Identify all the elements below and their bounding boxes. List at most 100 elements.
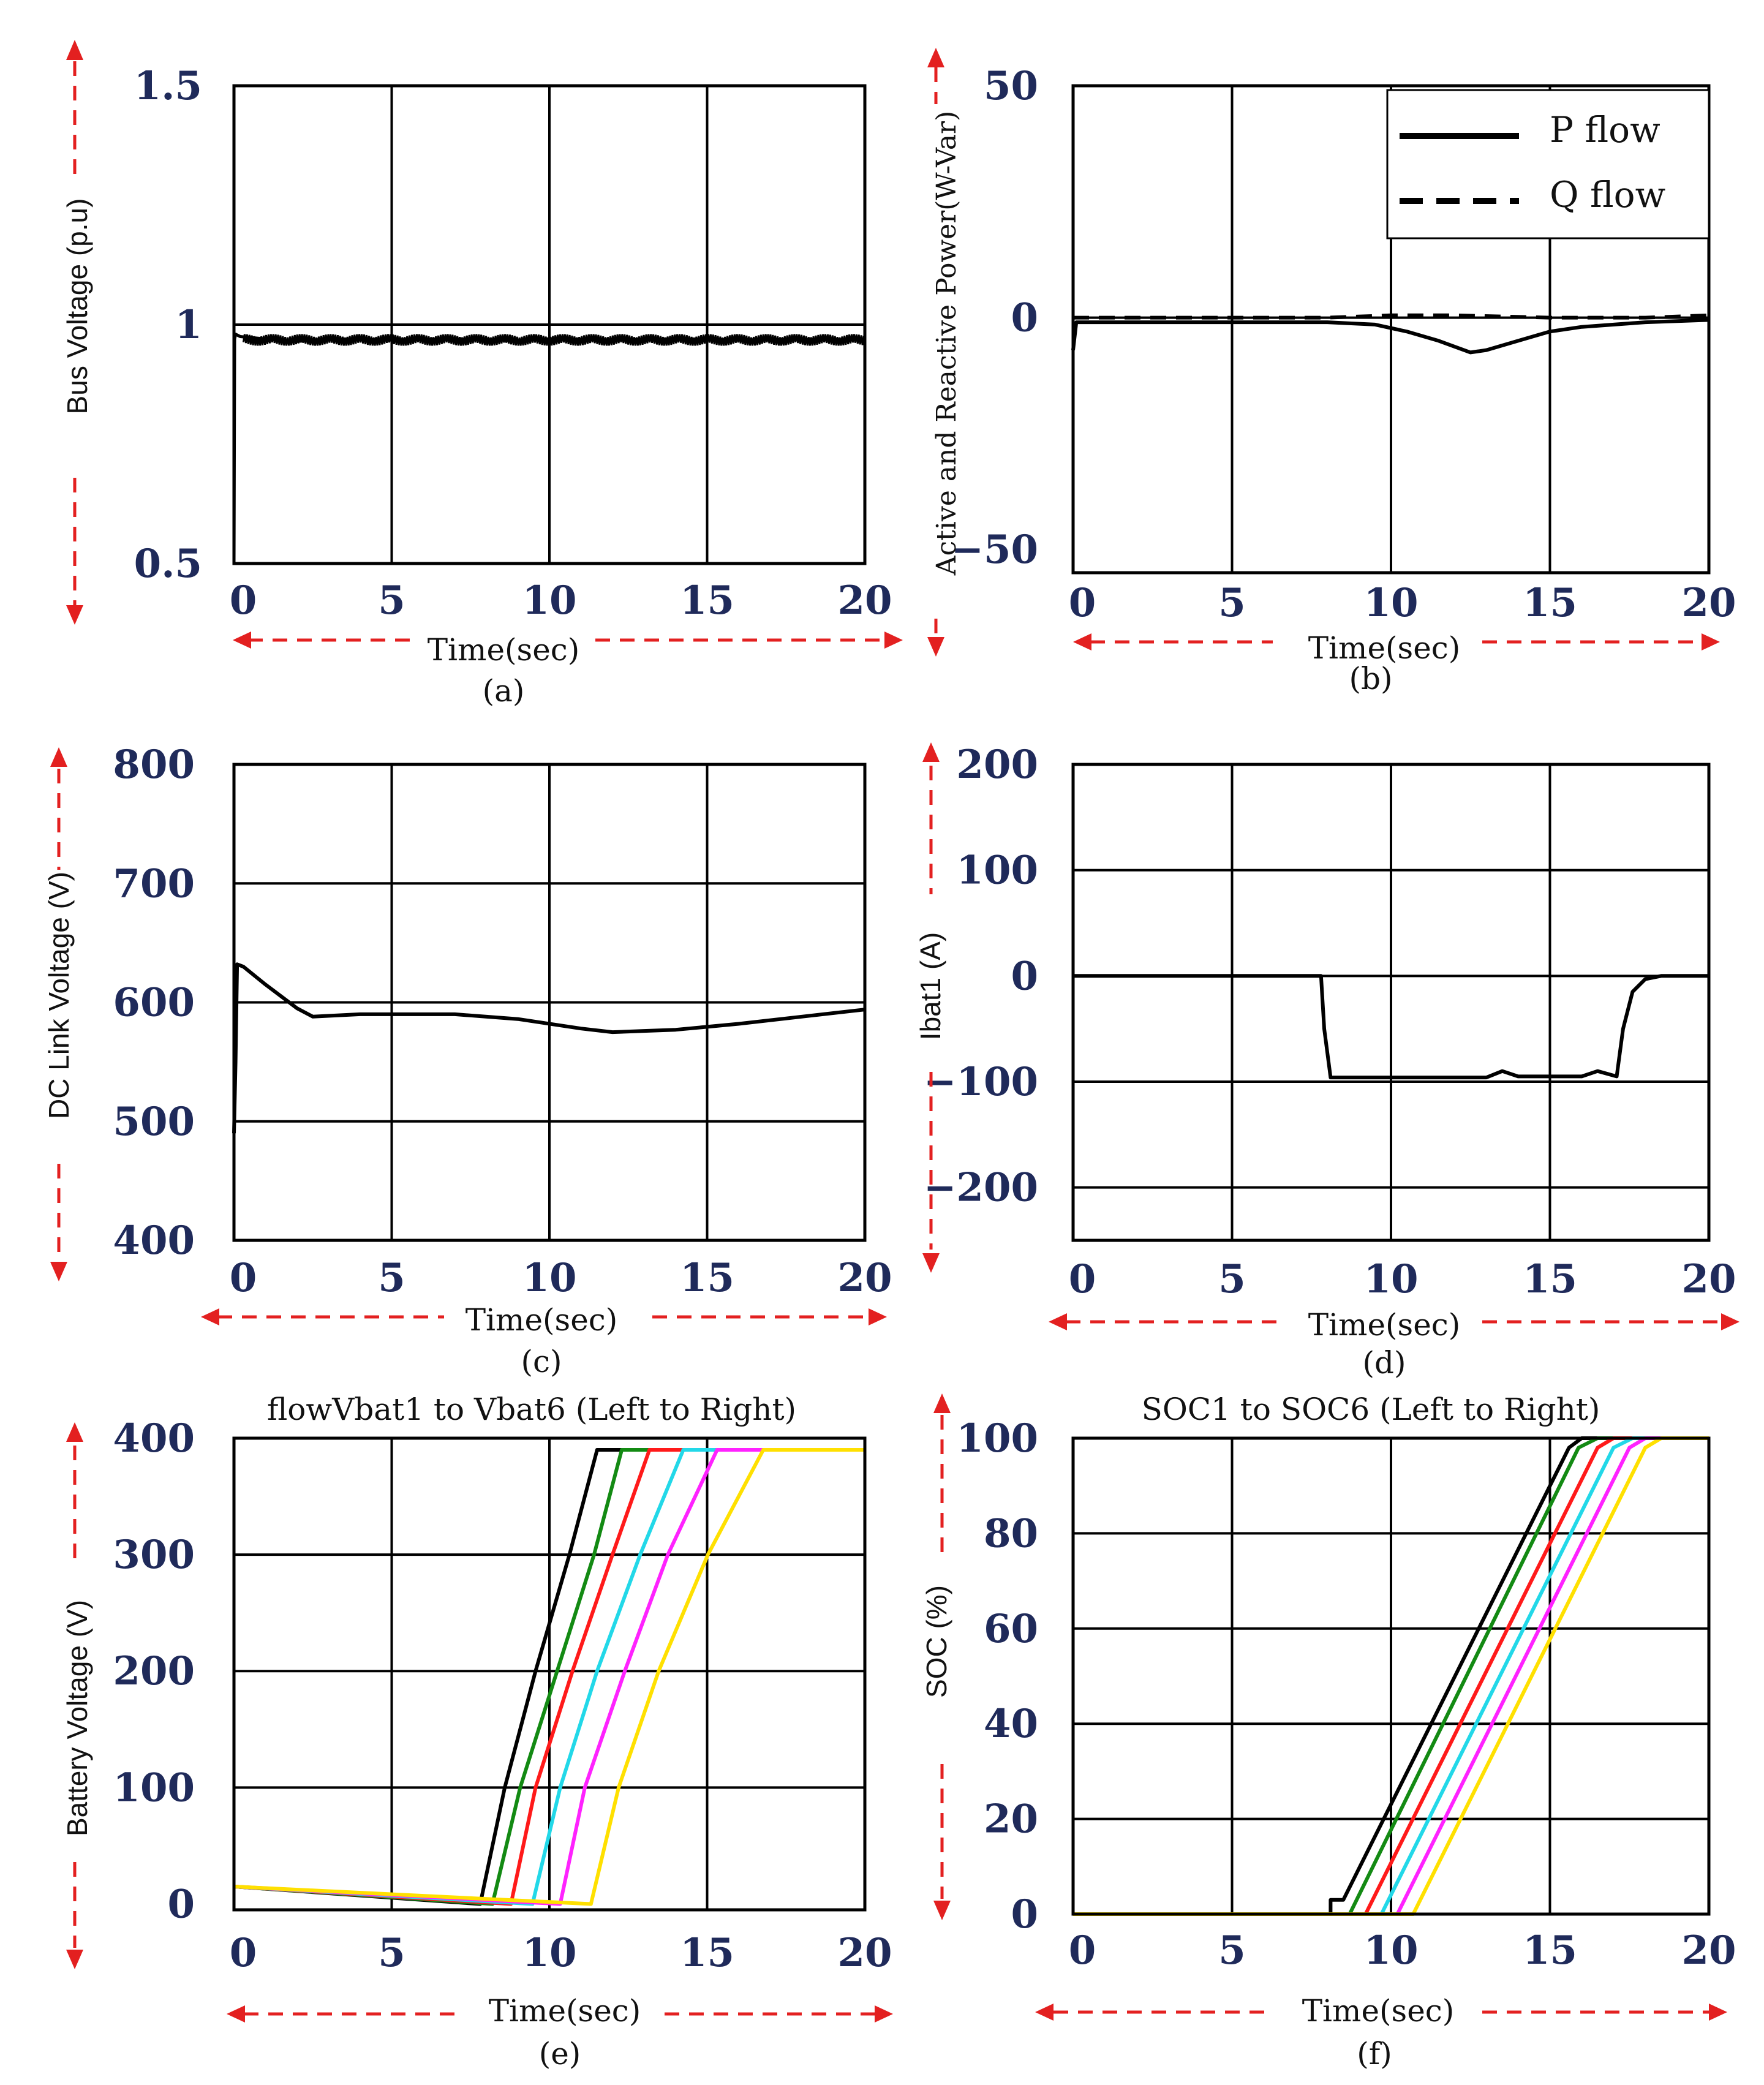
legend-q-flow-label: Q flow [1550,174,1665,216]
panel-f-ylabel: SOC (%) [921,1585,952,1698]
panel-b-caption: (b) [1349,661,1392,696]
panel-a-xtick-1: 5 [378,578,405,624]
panel-e-plot: 0 100 200 300 400 0 5 10 15 20 [113,1416,892,1976]
panel-a-frame [232,84,867,565]
panel-b-plot: −50 0 50 0 5 10 15 20 [951,63,1736,626]
panel-c-xtick-0: 0 [230,1255,257,1301]
panel-a-ytick-0: 0.5 [134,541,202,587]
panel-b-xtick-3: 15 [1523,580,1577,626]
panel-f-xtick-1: 5 [1218,1928,1246,1974]
panel-b-legend: P flow Q flow [1386,89,1710,239]
panel-f-ytick-2: 40 [984,1701,1038,1747]
panel-d-xlabel: Time(sec) [1308,1307,1461,1343]
panel-e-series-vbat6 [233,1448,865,1906]
panel-c-ytick-3: 700 [113,861,195,907]
panel-d-xtick-0: 0 [1069,1256,1096,1302]
panel-c-ytick-2: 600 [113,980,195,1026]
panel-f-ytick-4: 80 [984,1510,1038,1556]
panel-a-xtick-3: 15 [680,578,734,624]
panel-a-ytick-1: 1 [175,302,202,348]
panel-a-caption: (a) [483,673,525,709]
panel-e-xtick-2: 10 [522,1930,576,1976]
panel-b-ytick-1: 0 [1011,295,1038,341]
panel-b-x-arrow [1073,633,1720,650]
panel-b-series-p-flow [1071,318,1709,355]
panel-d-xtick-3: 15 [1523,1256,1577,1302]
panel-c-x-arrow [201,1308,887,1325]
panel-c-plot: 400 500 600 700 800 0 5 10 15 20 [113,742,892,1301]
panel-c-ytick-4: 800 [113,742,195,788]
panel-e-xlabel: Time(sec) [489,1993,641,2029]
panel-e-ylabel: Battery Voltage (V) [61,1600,93,1836]
panel-d-frame [1071,763,1711,1242]
panel-d-xtick-2: 10 [1363,1256,1418,1302]
panel-a-ytick-2: 1.5 [134,63,202,109]
panel-e-title: flowVbat1 to Vbat6 (Left to Right) [267,1392,796,1427]
panel-e-caption: (e) [539,2036,581,2072]
panel-b-ytick-0: −50 [951,527,1038,573]
panel-e-x-arrow [227,2005,893,2023]
panel-a-xlabel: Time(sec) [428,632,580,668]
panel-f-y-arrow [933,1393,951,1920]
panel-d-y-arrow [922,742,940,1273]
panel-d-xtick-4: 20 [1681,1256,1736,1302]
legend-p-flow-label: P flow [1550,109,1660,151]
panel-a-xtick-2: 10 [522,578,576,624]
panel-f-xtick-3: 15 [1523,1928,1577,1974]
panel-b-series-q-flow [1073,313,1709,320]
panel-f-x-arrow [1035,2004,1727,2021]
panel-c-frame [232,763,867,1242]
panel-c-caption: (c) [521,1344,562,1379]
panel-d-ytick-0: −200 [924,1165,1038,1211]
panel-d-xtick-1: 5 [1218,1256,1246,1302]
panel-e-ytick-1: 100 [113,1765,195,1811]
panel-c-xtick-4: 20 [837,1255,892,1301]
panel-b-y-arrow [927,48,944,657]
panel-f-xtick-0: 0 [1069,1928,1096,1974]
panel-a-xtick-4: 20 [837,578,892,624]
panel-a-y-arrow [66,40,83,625]
panel-d: −200 −100 0 100 200 0 5 10 15 20 Time(sec) (d) Ib… [914,742,1740,1381]
panel-e-ytick-3: 300 [113,1532,195,1578]
panel-c-ytick-1: 500 [113,1099,195,1145]
panel-b: −50 0 50 0 5 10 15 20 Time(sec) (b) Active and … [927,48,1736,696]
panel-e-xtick-1: 5 [378,1930,405,1976]
panel-d-ytick-2: 0 [1011,953,1038,999]
panel-b-xtick-4: 20 [1681,580,1736,626]
panel-f-ytick-0: 0 [1011,1891,1038,1937]
panel-f: 0 20 40 60 80 100 0 5 10 15 20 SOC1 to SOC6 (Left … [921,1392,1736,2072]
panel-f-plot: 0 20 40 60 80 100 0 5 10 15 20 [956,1416,1736,1974]
panel-b-ylabel: Active and Reactive Power(W-Var) [931,111,962,576]
panel-a-plot: 0.5 1 1.5 0 5 10 15 20 [134,63,892,624]
panel-b-ytick-2: 50 [984,63,1038,109]
panel-a: 0.5 1 1.5 0 5 10 15 20 Time(sec) (a) Bus Voltag… [61,40,903,709]
panel-b-xtick-1: 5 [1218,580,1246,626]
panel-f-xtick-4: 20 [1681,1928,1736,1974]
panel-e-frame [232,1436,867,1912]
panel-f-xlabel: Time(sec) [1302,1993,1455,2029]
panel-a-series-bus-voltage [232,333,865,564]
panel-a-ylabel: Bus Voltage (p.u) [61,198,93,415]
panel-d-plot: −200 −100 0 100 200 0 5 10 15 20 [924,742,1736,1302]
panel-d-caption: (d) [1362,1345,1406,1381]
panel-c-xtick-1: 5 [378,1255,405,1301]
panel-a-x-arrow [233,632,903,649]
panel-f-frame [1071,1436,1711,1916]
panel-d-ytick-4: 200 [956,742,1038,788]
panel-e-ytick-4: 400 [113,1416,195,1461]
panel-e-y-arrow [66,1422,83,1969]
panel-f-xtick-2: 10 [1363,1928,1418,1974]
panel-e-xtick-3: 15 [680,1930,734,1976]
panel-a-xtick-0: 0 [230,578,257,624]
panel-c-xlabel: Time(sec) [466,1302,618,1338]
panel-d-series-ibat1 [1073,974,1709,1080]
panel-e: 0 100 200 300 400 0 5 10 15 20 flowVbat1 to Vbat6… [61,1392,893,2072]
panel-d-ylabel: Ibat1 (A) [914,932,946,1040]
panel-d-ytick-3: 100 [956,848,1038,894]
panel-f-ytick-3: 60 [984,1606,1038,1652]
panel-e-ytick-0: 0 [167,1881,195,1927]
panel-c-ytick-0: 400 [113,1218,195,1264]
panel-c-y-arrow [50,747,67,1281]
panel-c-series-dc-link-voltage [232,962,865,1134]
